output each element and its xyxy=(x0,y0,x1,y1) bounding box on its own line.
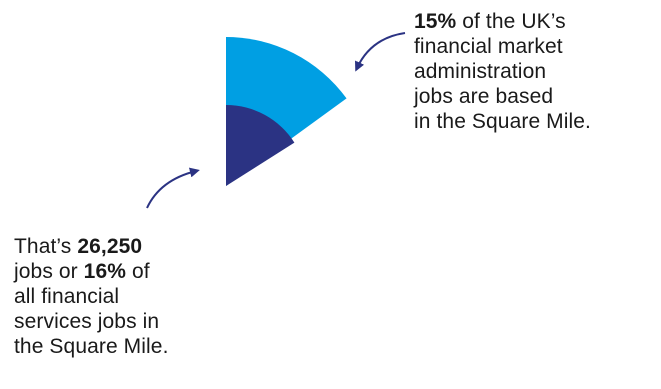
callout-bottom-line-1: That’s 26,250 xyxy=(14,235,143,258)
slice-2-value-label: 16% xyxy=(83,260,127,283)
callout-top-line-2: financial market xyxy=(414,35,563,58)
callout-bottom-line-4: services jobs in xyxy=(14,310,160,333)
callout-financial-market-admin: 15% of the UK’s financial market adminis… xyxy=(414,9,591,134)
callout-bottom-line-2: jobs or 16% of xyxy=(14,260,150,283)
arrow-to-outer-slice xyxy=(355,32,406,72)
callout-top-line-1: 15% of the UK’s xyxy=(414,10,566,33)
pie-slice-2 xyxy=(226,105,295,186)
arrow-to-inner-slice xyxy=(146,167,200,209)
callout-financial-services-jobs: That’s 26,250 jobs or 16% of all financi… xyxy=(14,234,169,359)
callout-top-line-3: administration xyxy=(414,60,547,83)
slice-2-jobs-label: 26,250 xyxy=(77,235,143,258)
callout-top-line-5: in the Square Mile. xyxy=(414,110,591,133)
pie-slices xyxy=(226,37,347,186)
callout-top-line-4: jobs are based xyxy=(414,85,554,108)
slice-1-value-label: 15% xyxy=(414,10,457,33)
callout-bottom-line-5: the Square Mile. xyxy=(14,335,169,358)
callout-bottom-line-3: all financial xyxy=(14,285,120,308)
